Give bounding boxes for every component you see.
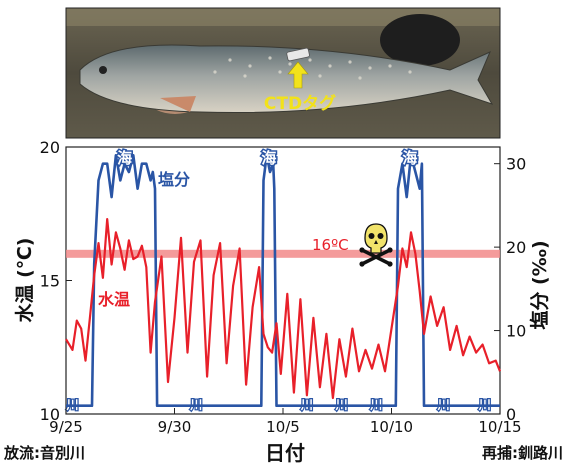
left-tick-label: 20 (40, 138, 60, 157)
glove-right (380, 14, 460, 66)
ctd-tag (286, 47, 310, 62)
photo-frame (65, 7, 501, 139)
x-tick-label: 10/5 (266, 418, 300, 436)
release-site-note: 放流:音別川 (3, 444, 85, 462)
sea-label: 海 (261, 149, 276, 167)
left-tick-label: 10 (40, 405, 60, 424)
right-tick-label: 0 (506, 405, 516, 424)
right-tick-label: 10 (506, 322, 526, 341)
skull-and-crossbones-icon (359, 223, 393, 267)
x-tick-label: 9/25 (49, 418, 83, 436)
tag-arrow-icon (287, 61, 309, 89)
fish-eye (99, 66, 107, 74)
right-tick-label: 20 (506, 238, 526, 257)
axis-ticks: 10 15 20 0 10 20 30 9/25 9/30 10/5 10/10 10/15 (40, 138, 527, 436)
right-axis-title: 塩分 (‰) (528, 240, 551, 329)
temperature-series-label: 水温 (98, 290, 130, 309)
left-tick-label: 15 (40, 272, 60, 291)
x-tick-label: 10/15 (478, 418, 521, 436)
right-tick-label: 30 (506, 155, 526, 174)
sea-label: 海 (117, 149, 132, 167)
plot-frame (65, 146, 501, 415)
fish-spots (213, 56, 412, 80)
photo-panel: CTDタグ (65, 7, 501, 139)
x-tick-label: 9/30 (158, 418, 192, 436)
sea-labels: 海海海 (116, 148, 419, 169)
x-axis-title: 日付 (265, 441, 305, 465)
photo-shore (66, 8, 500, 26)
sea-label: 海 (402, 149, 417, 167)
salinity-line (66, 154, 500, 407)
left-axis-title: 水温 (℃) (14, 238, 36, 323)
threshold-band (66, 249, 500, 258)
threshold-label: 16ºC (312, 236, 349, 254)
temperature-line (65, 218, 502, 400)
ctd-tag-label: CTDタグ (264, 93, 336, 114)
salinity-series-label: 塩分 (158, 170, 190, 189)
fish-pectoral-fin (160, 96, 196, 112)
fish-body (79, 44, 494, 114)
x-tick-label: 10/10 (370, 418, 413, 436)
recapture-site-note: 再捕:釧路川 (482, 444, 563, 462)
